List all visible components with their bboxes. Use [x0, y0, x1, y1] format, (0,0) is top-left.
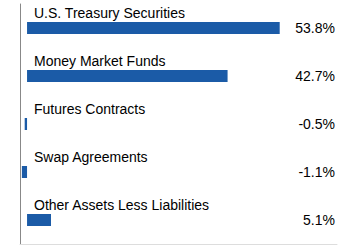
- svg-text:Swap Agreements: Swap Agreements: [34, 149, 148, 165]
- svg-text:5.1%: 5.1%: [303, 212, 335, 228]
- svg-text:42.7%: 42.7%: [295, 68, 335, 84]
- svg-text:-1.1%: -1.1%: [298, 164, 335, 180]
- svg-text:-0.5%: -0.5%: [298, 116, 335, 132]
- svg-text:U.S. Treasury Securities: U.S. Treasury Securities: [34, 5, 185, 21]
- svg-text:Money Market Funds: Money Market Funds: [34, 53, 166, 69]
- svg-text:53.8%: 53.8%: [295, 20, 335, 36]
- svg-text:Other Assets Less Liabilities: Other Assets Less Liabilities: [34, 197, 209, 213]
- svg-text:Futures Contracts: Futures Contracts: [34, 101, 145, 117]
